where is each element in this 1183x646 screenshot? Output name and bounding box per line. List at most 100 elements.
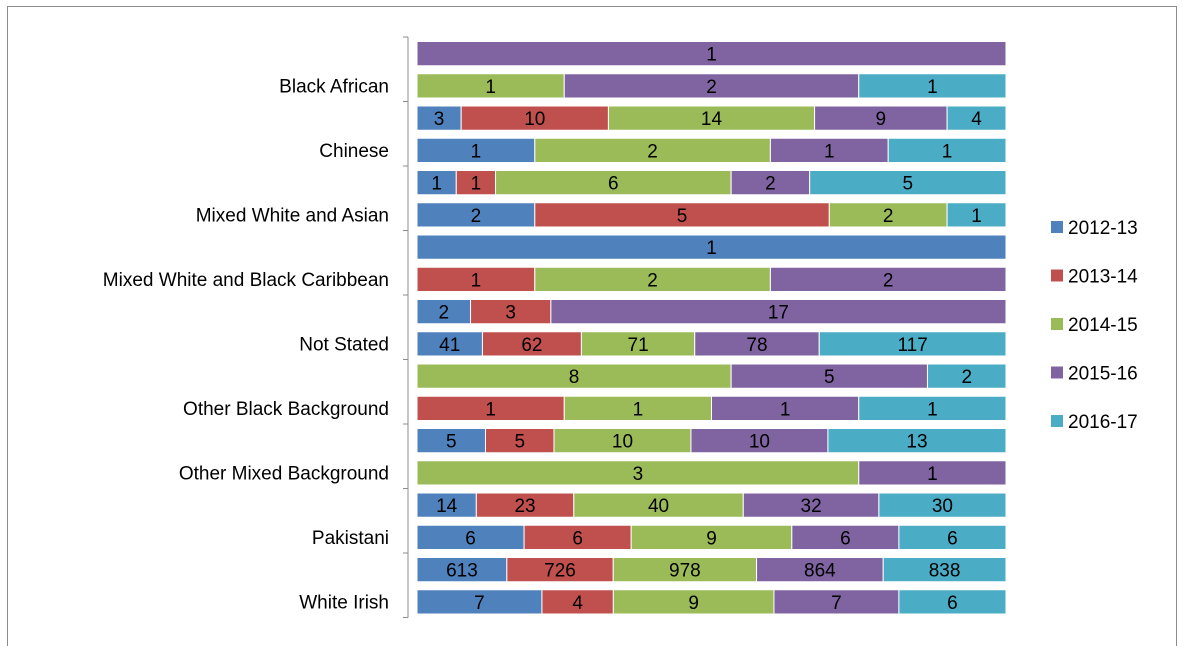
- category-label: White Irish: [299, 592, 389, 613]
- data-label: 1: [942, 141, 953, 162]
- legend-label: 2016-17: [1068, 412, 1138, 433]
- bar-segment: [612, 589, 775, 615]
- legend-label: 2012-13: [1068, 218, 1138, 239]
- legend-swatch: [1051, 269, 1063, 282]
- legend-label: 2015-16: [1068, 364, 1138, 385]
- bar-segment: [416, 41, 1007, 67]
- bar-segment: [612, 557, 758, 583]
- category-label: Mixed White and Asian: [196, 205, 389, 226]
- data-label: 13: [906, 432, 927, 453]
- data-label: 6: [947, 593, 958, 614]
- data-label: 2: [961, 367, 972, 388]
- data-label: 1: [471, 270, 482, 291]
- bar-segment: [607, 105, 816, 131]
- chart-frame: [7, 6, 1177, 646]
- bar-segment: [882, 557, 1007, 583]
- data-label: 1: [971, 206, 982, 227]
- bar-segment: [828, 202, 948, 228]
- data-label: 117: [897, 335, 927, 356]
- data-label: 5: [446, 432, 457, 453]
- data-label: 10: [524, 109, 545, 130]
- data-label: 10: [749, 432, 770, 453]
- bar-segment: [416, 234, 1007, 260]
- bar-segment: [523, 524, 632, 550]
- data-label: 2: [647, 270, 658, 291]
- data-label: 9: [706, 528, 717, 549]
- bar-segment: [878, 492, 1007, 518]
- bar-segment: [416, 331, 483, 357]
- bar-segment: [818, 331, 1007, 357]
- data-label: 2: [706, 77, 717, 98]
- bar-segment: [550, 299, 1007, 325]
- legend-swatch: [1051, 366, 1063, 379]
- bar-segment: [827, 428, 1007, 454]
- data-label: 30: [932, 496, 953, 517]
- data-label: 1: [927, 464, 938, 485]
- data-label: 2: [438, 303, 449, 324]
- data-label: 40: [648, 496, 669, 517]
- bar-segment: [742, 492, 880, 518]
- data-label: 1: [485, 77, 496, 98]
- data-label: 726: [544, 561, 576, 582]
- legend-label: 2013-14: [1068, 267, 1138, 288]
- bar-segment: [534, 202, 830, 228]
- data-label: 838: [929, 561, 961, 582]
- data-label: 6: [947, 528, 958, 549]
- bar-segment: [475, 492, 575, 518]
- data-label: 1: [471, 141, 482, 162]
- legend-swatch: [1051, 221, 1063, 233]
- bar-segment: [858, 395, 1007, 421]
- data-label: 6: [608, 174, 619, 195]
- bar-segment: [416, 105, 462, 131]
- data-label: 3: [505, 303, 516, 324]
- bar-segment: [711, 395, 860, 421]
- data-label: 6: [465, 528, 476, 549]
- data-label: 2: [765, 174, 776, 195]
- bar-segment: [563, 73, 860, 99]
- data-label: 1: [633, 399, 644, 420]
- legend-swatch: [1051, 415, 1063, 427]
- data-label: 5: [514, 432, 525, 453]
- bar-segment: [730, 170, 811, 196]
- bar-segment: [946, 202, 1007, 228]
- data-label: 6: [840, 528, 851, 549]
- bar-segment: [416, 137, 536, 163]
- bar-segment: [690, 428, 829, 454]
- data-label: 3: [633, 464, 644, 485]
- bar-segment: [898, 589, 1007, 615]
- data-label: 2: [647, 141, 658, 162]
- data-label: 6: [572, 528, 583, 549]
- legend-swatch: [1051, 318, 1063, 330]
- data-label: 1: [706, 45, 717, 66]
- category-label: Other Mixed Background: [179, 463, 389, 484]
- category-label: Chinese: [319, 141, 389, 162]
- bar-segment: [416, 73, 565, 99]
- data-label: 1: [485, 399, 496, 420]
- bar-segment: [455, 170, 497, 196]
- bar-segment: [553, 428, 692, 454]
- bar-segment: [541, 589, 614, 615]
- data-label: 41: [439, 335, 460, 356]
- bar-segment: [416, 395, 565, 421]
- data-label: 7: [831, 593, 842, 614]
- bar-segment: [730, 363, 928, 389]
- bar-segment: [416, 363, 732, 389]
- data-label: 1: [471, 174, 482, 195]
- bar-segment: [898, 524, 1007, 550]
- bar-segment: [416, 557, 508, 583]
- data-label: 62: [521, 335, 542, 356]
- data-label: 3: [434, 109, 445, 130]
- bar-segment: [534, 137, 771, 163]
- bar-segment: [481, 331, 582, 357]
- data-label: 2: [471, 206, 482, 227]
- data-label: 613: [446, 561, 478, 582]
- category-label: Not Stated: [299, 334, 389, 355]
- legend-label: 2014-15: [1068, 315, 1138, 336]
- data-label: 1: [706, 238, 717, 259]
- data-label: 1: [780, 399, 791, 420]
- data-label: 10: [612, 432, 633, 453]
- bar-segment: [416, 266, 536, 292]
- data-label: 7: [474, 593, 485, 614]
- bar-segment: [460, 105, 609, 131]
